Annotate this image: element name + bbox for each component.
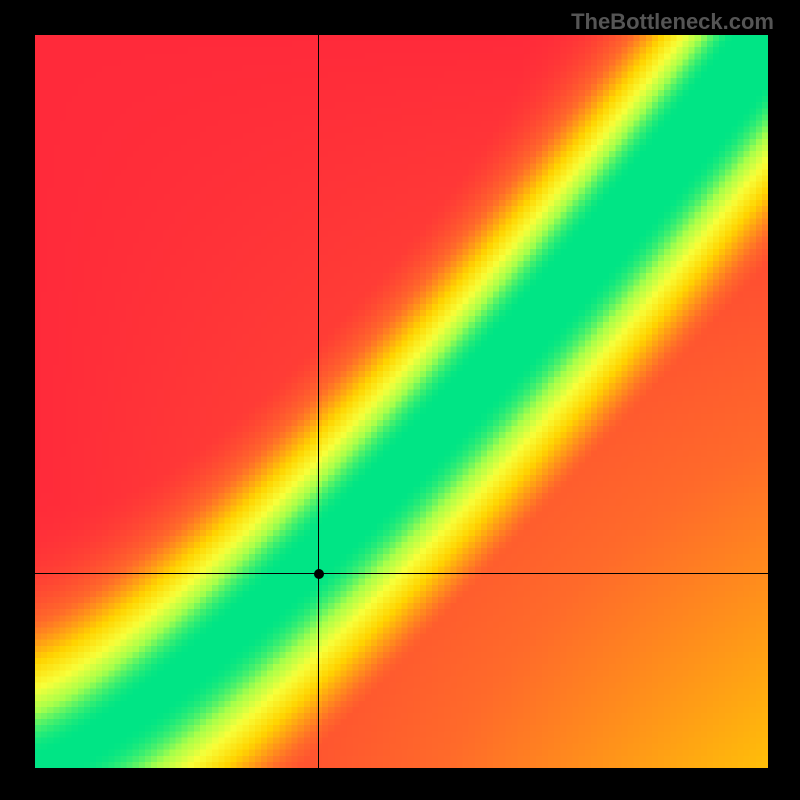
chart-container: { "watermark": { "text": "TheBottleneck.… <box>0 0 800 800</box>
crosshair-vertical <box>318 35 319 768</box>
watermark-text: TheBottleneck.com <box>571 9 774 35</box>
crosshair-marker <box>314 569 324 579</box>
bottleneck-heatmap <box>35 35 768 768</box>
crosshair-horizontal <box>35 573 768 574</box>
